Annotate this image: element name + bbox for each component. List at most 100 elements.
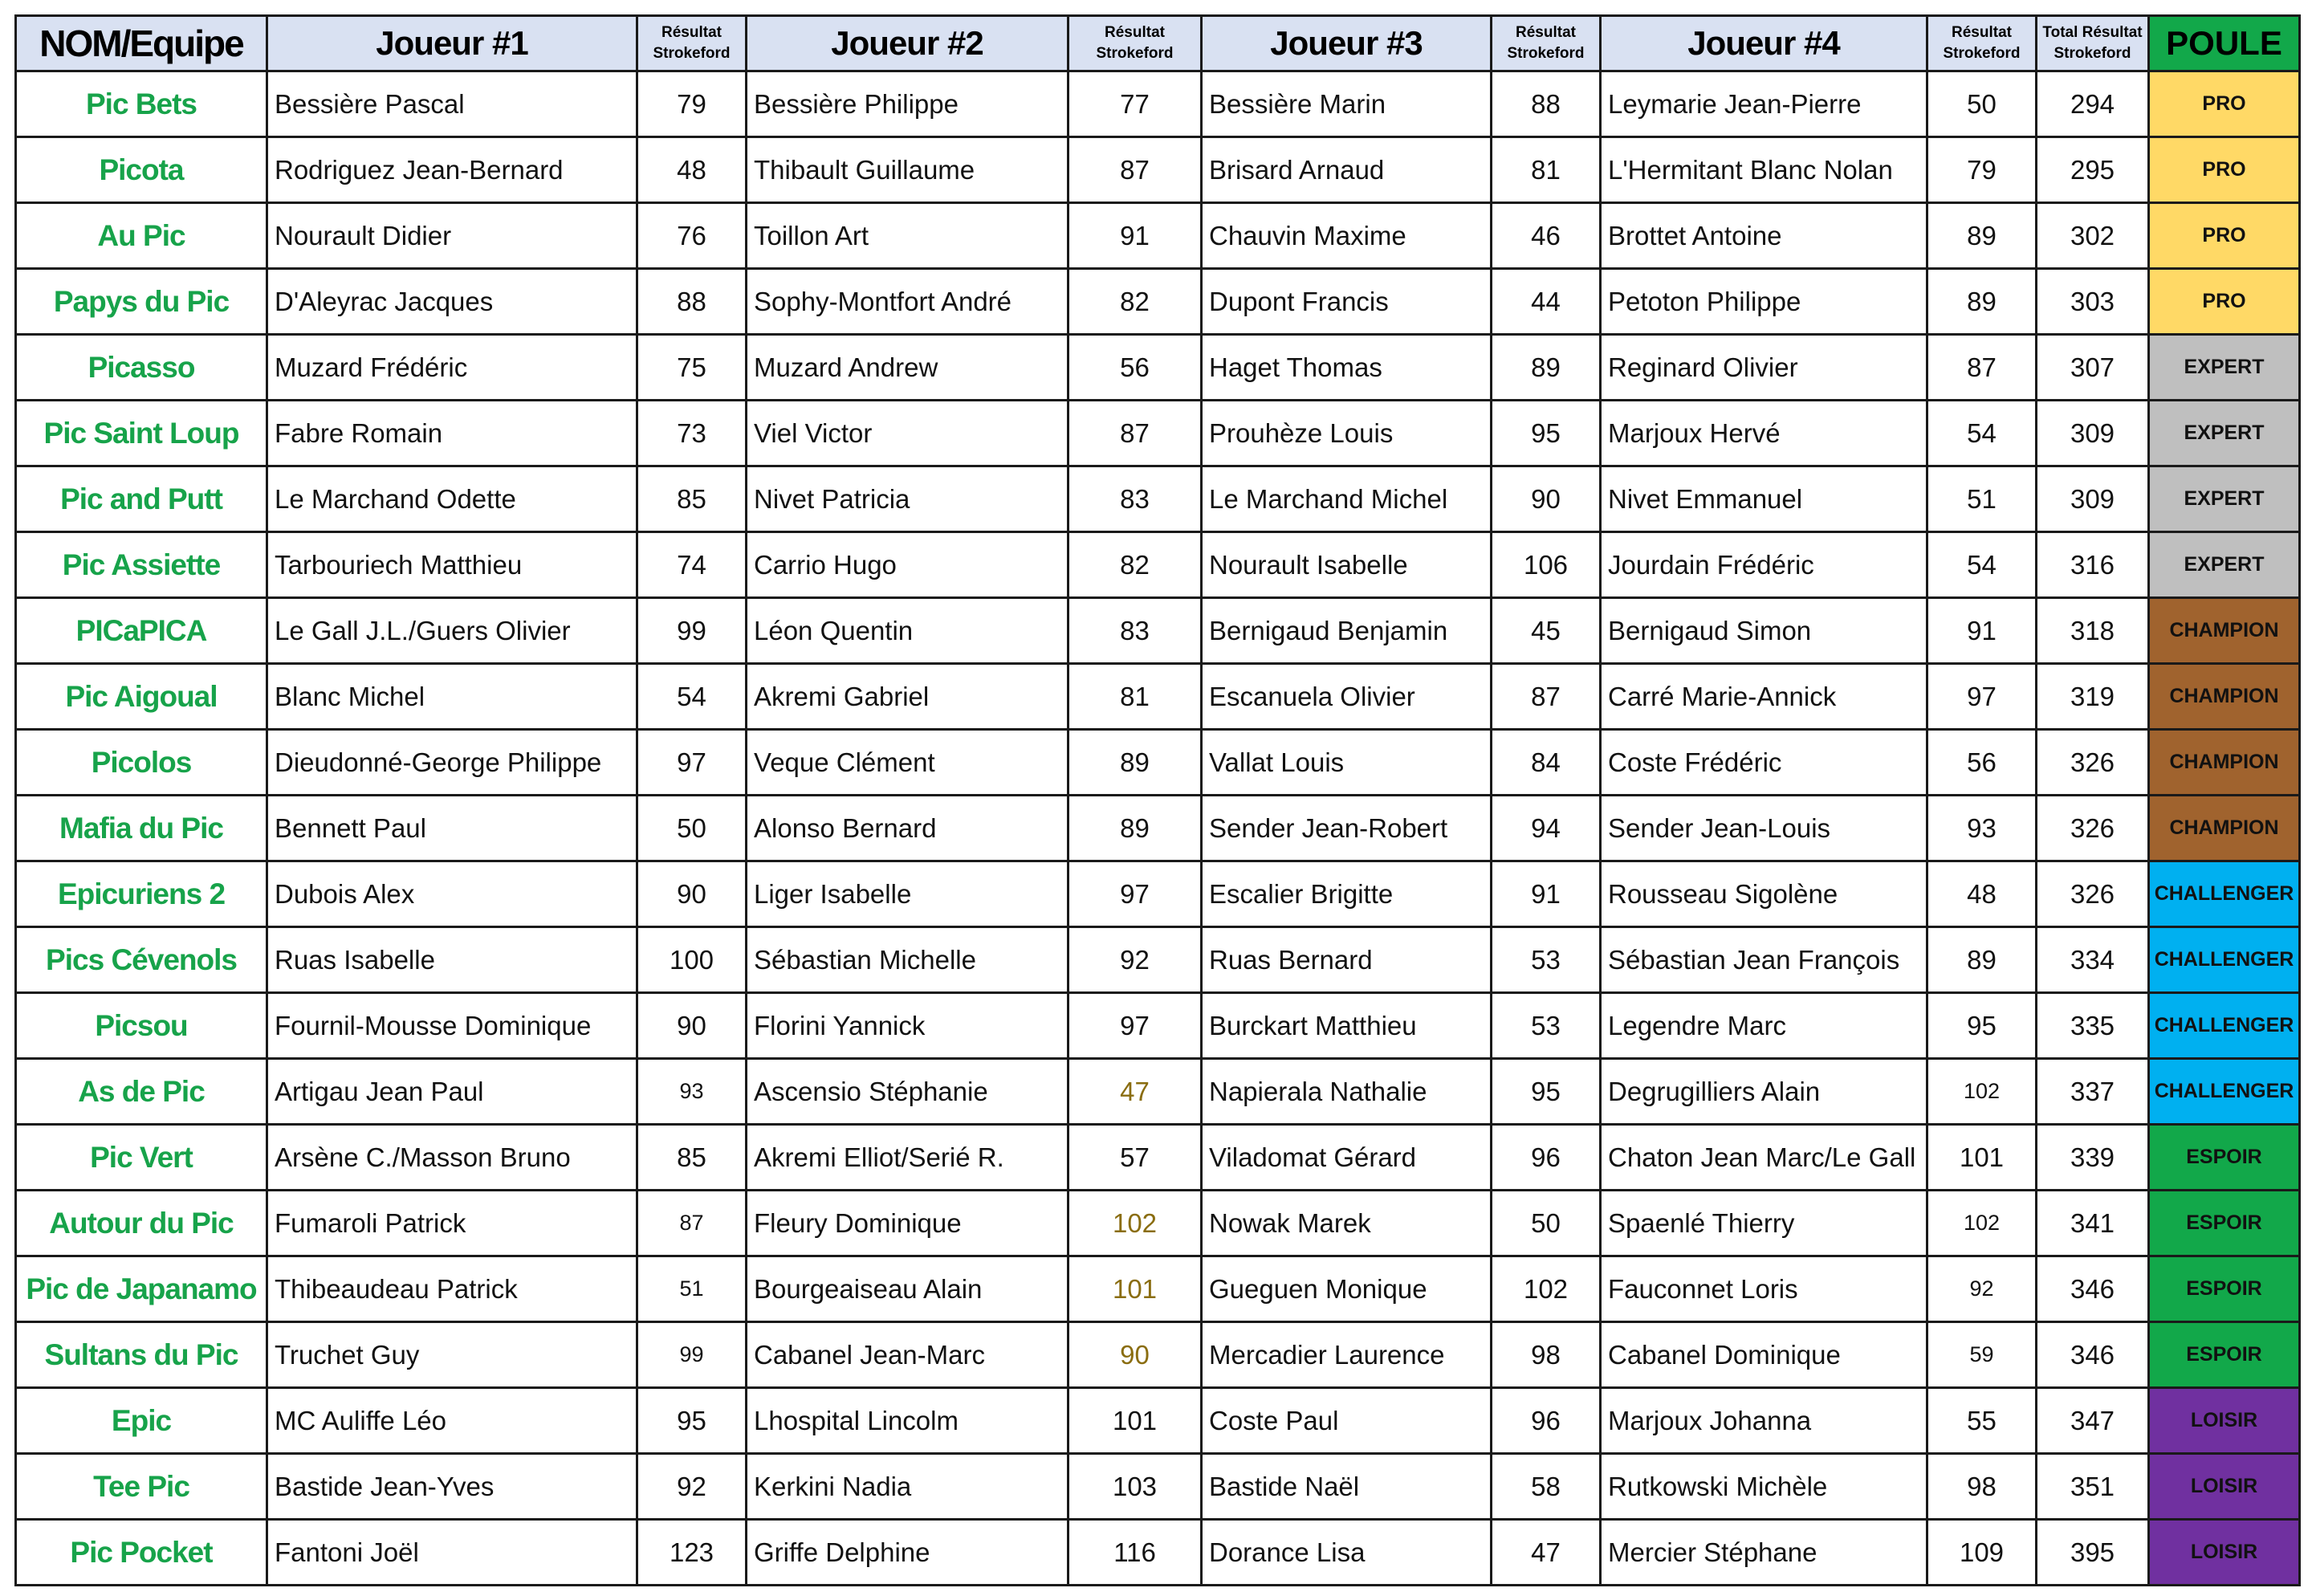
player2-name: Viel Victor (745, 399, 1069, 467)
player4-name: Fauconnet Loris (1599, 1255, 1928, 1323)
table-row: Pic Bets Bessière Pascal 79 Bessière Philip… (14, 70, 2301, 138)
player1-result: 123 (636, 1518, 747, 1586)
player3-name: Escalier Brigitte (1200, 860, 1492, 928)
player3-result: 90 (1490, 465, 1602, 533)
player4-result: 109 (1926, 1518, 2037, 1586)
player2-result: 56 (1067, 333, 1203, 401)
header-result-line1: Résultat (1952, 24, 2012, 41)
total-result: 294 (2035, 70, 2150, 138)
player3-name: Bessière Marin (1200, 70, 1492, 138)
total-result: 351 (2035, 1452, 2150, 1521)
player4-result: 102 (1926, 1189, 2037, 1257)
player1-result: 99 (636, 596, 747, 665)
player3-result: 50 (1490, 1189, 1602, 1257)
player2-result: 87 (1067, 399, 1203, 467)
table-row: Pic Saint Loup Fabre Romain 73 Viel Victor 8… (14, 399, 2301, 467)
table-row: Au Pic Nourault Didier 76 Toillon Art 91 Chau… (14, 202, 2301, 270)
poule-badge: LOISIR (2147, 1518, 2301, 1586)
header-result-line1: Résultat (1105, 24, 1165, 41)
total-result: 335 (2035, 991, 2150, 1060)
table-row: Pic Aigoual Blanc Michel 54 Akremi Gabriel 8… (14, 662, 2301, 731)
player2-result: 82 (1067, 531, 1203, 599)
player1-name: Bessière Pascal (266, 70, 638, 138)
player1-name: Bastide Jean-Yves (266, 1452, 638, 1521)
player4-name: Rousseau Sigolène (1599, 860, 1928, 928)
player1-name: Truchet Guy (266, 1321, 638, 1389)
player2-name: Liger Isabelle (745, 860, 1069, 928)
total-result: 295 (2035, 136, 2150, 204)
total-result: 318 (2035, 596, 2150, 665)
player1-name: Fumaroli Patrick (266, 1189, 638, 1257)
player3-name: Napierala Nathalie (1200, 1057, 1492, 1126)
player4-name: Cabanel Dominique (1599, 1321, 1928, 1389)
player2-result: 89 (1067, 794, 1203, 862)
table-row: Papys du Pic D'Aleyrac Jacques 88 Sophy-Mon… (14, 267, 2301, 336)
player3-result: 45 (1490, 596, 1602, 665)
player4-result: 91 (1926, 596, 2037, 665)
header-player2: Joueur #2 (745, 14, 1069, 72)
team-name: Picasso (14, 333, 268, 401)
team-name: Pics Cévenols (14, 926, 268, 994)
player2-result: 103 (1067, 1452, 1203, 1521)
poule-badge: ESPOIR (2147, 1255, 2301, 1323)
total-result: 303 (2035, 267, 2150, 336)
player4-name: Marjoux Hervé (1599, 399, 1928, 467)
player2-name: Bessière Philippe (745, 70, 1069, 138)
team-name: Picolos (14, 728, 268, 796)
table-row: Picsou Fournil-Mousse Dominique 90 Florini … (14, 991, 2301, 1060)
total-result: 326 (2035, 860, 2150, 928)
player1-result: 90 (636, 860, 747, 928)
player3-name: Nowak Marek (1200, 1189, 1492, 1257)
total-result: 341 (2035, 1189, 2150, 1257)
poule-badge: ESPOIR (2147, 1123, 2301, 1191)
team-name: Pic Pocket (14, 1518, 268, 1586)
header-total-line1: Total Résultat (2042, 24, 2143, 41)
player1-result: 92 (636, 1452, 747, 1521)
total-result: 334 (2035, 926, 2150, 994)
player4-result: 92 (1926, 1255, 2037, 1323)
player3-name: Mercadier Laurence (1200, 1321, 1492, 1389)
player2-name: Kerkini Nadia (745, 1452, 1069, 1521)
table-row: Pic Assiette Tarbouriech Matthieu 74 Carrio… (14, 531, 2301, 599)
player3-result: 96 (1490, 1123, 1602, 1191)
player4-result: 50 (1926, 70, 2037, 138)
player1-name: Fantoni Joël (266, 1518, 638, 1586)
poule-badge: ESPOIR (2147, 1189, 2301, 1257)
header-player1: Joueur #1 (266, 14, 638, 72)
header-result-line2: Strokeford (1943, 45, 2021, 62)
player2-result: 81 (1067, 662, 1203, 731)
player4-result: 51 (1926, 465, 2037, 533)
team-name: Pic de Japanamo (14, 1255, 268, 1323)
table-row: Pic Vert Arsène C./Masson Bruno 85 Akremi E… (14, 1123, 2301, 1191)
total-result: 319 (2035, 662, 2150, 731)
poule-badge: CHAMPION (2147, 794, 2301, 862)
player3-name: Escanuela Olivier (1200, 662, 1492, 731)
table-row: Pic de Japanamo Thibeaudeau Patrick 51 Bour… (14, 1255, 2301, 1323)
player1-name: Thibeaudeau Patrick (266, 1255, 638, 1323)
player4-result: 101 (1926, 1123, 2037, 1191)
player1-result: 85 (636, 1123, 747, 1191)
header-result-line2: Strokeford (1507, 45, 1585, 62)
player1-result: 100 (636, 926, 747, 994)
team-name: Pic Saint Loup (14, 399, 268, 467)
poule-badge: PRO (2147, 267, 2301, 336)
header-result-line1: Résultat (661, 24, 722, 41)
player3-name: Brisard Arnaud (1200, 136, 1492, 204)
player4-result: 102 (1926, 1057, 2037, 1126)
player1-name: Dieudonné-George Philippe (266, 728, 638, 796)
player1-name: Bennett Paul (266, 794, 638, 862)
player1-name: Le Gall J.L./Guers Olivier (266, 596, 638, 665)
player1-name: Ruas Isabelle (266, 926, 638, 994)
player2-name: Carrio Hugo (745, 531, 1069, 599)
table-row: Sultans du Pic Truchet Guy 99 Cabanel Jean-… (14, 1321, 2301, 1389)
header-result-line2: Strokeford (1096, 45, 1174, 62)
header-poule: POULE (2147, 14, 2301, 72)
player1-result: 76 (636, 202, 747, 270)
player1-name: Fabre Romain (266, 399, 638, 467)
team-name: Picsou (14, 991, 268, 1060)
player4-result: 79 (1926, 136, 2037, 204)
poule-badge: CHALLENGER (2147, 1057, 2301, 1126)
player3-result: 87 (1490, 662, 1602, 731)
player1-name: Dubois Alex (266, 860, 638, 928)
poule-badge: LOISIR (2147, 1452, 2301, 1521)
